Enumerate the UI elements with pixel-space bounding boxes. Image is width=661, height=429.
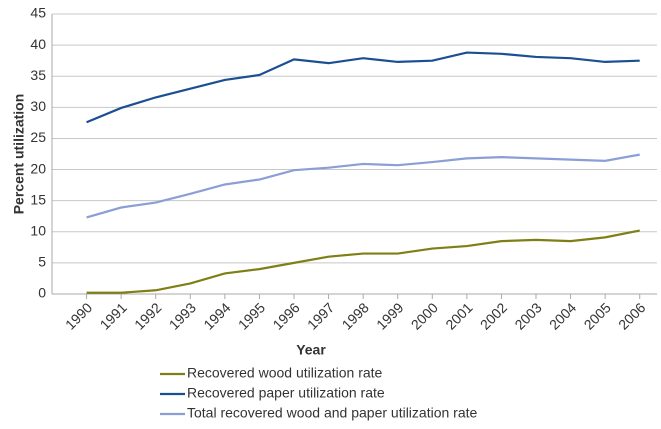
x-tick-label: 1990 [62, 299, 95, 332]
x-tick-label: 1994 [200, 299, 233, 332]
x-tick-label: 1998 [339, 299, 372, 332]
x-tick-label: 2002 [477, 299, 510, 332]
x-tick-label: 1997 [304, 299, 337, 332]
y-tick-label: 0 [38, 285, 46, 301]
x-tick-label: 1999 [373, 299, 406, 332]
x-tick-label: 2004 [546, 299, 579, 332]
x-tick-label: 2006 [615, 299, 648, 332]
x-tick-label: 1991 [97, 299, 130, 332]
y-axis-label: Percent utilization [11, 94, 27, 215]
x-tick-label: 2000 [408, 299, 441, 332]
x-axis-label: Year [296, 342, 326, 358]
y-tick-label: 45 [30, 5, 46, 21]
legend-label: Total recovered wood and paper utilizati… [187, 405, 478, 421]
x-tick-label: 1995 [235, 299, 268, 332]
x-tick-label: 1996 [269, 299, 302, 332]
y-tick-label: 15 [30, 191, 46, 207]
line [86, 153, 640, 219]
legend-label: Recovered wood utilization rate [187, 365, 383, 381]
x-tick-label: 2001 [442, 299, 475, 332]
y-tick-label: 10 [30, 222, 46, 238]
x-tick-label: 1992 [131, 299, 164, 332]
y-tick-label: 40 [30, 36, 46, 52]
legend-label: Recovered paper utilization rate [187, 385, 385, 401]
y-tick-label: 30 [30, 98, 46, 114]
line [86, 229, 640, 294]
line [86, 51, 640, 124]
y-tick-label: 5 [38, 254, 46, 270]
y-tick-label: 25 [30, 129, 46, 145]
x-tick-label: 1993 [166, 299, 199, 332]
x-tick-label: 2005 [581, 299, 614, 332]
x-tick-label: 2003 [511, 299, 544, 332]
y-tick-label: 20 [30, 160, 46, 176]
y-tick-label: 35 [30, 67, 46, 83]
